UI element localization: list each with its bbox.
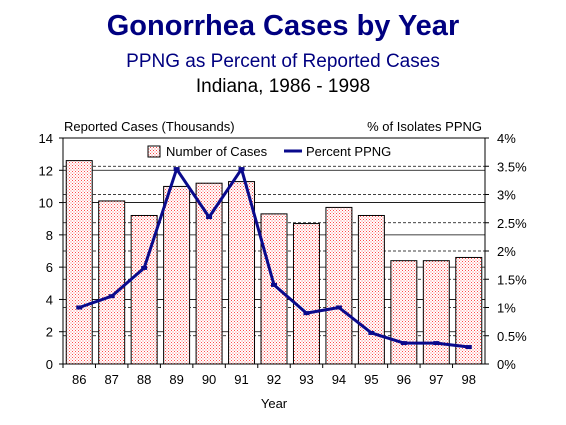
right-tick-label: 2.5% bbox=[497, 216, 527, 231]
left-tick-label: 10 bbox=[39, 196, 53, 211]
x-tick-label: 96 bbox=[397, 372, 411, 387]
bar-cases-97 bbox=[422, 260, 450, 365]
x-tick-label: 91 bbox=[234, 372, 248, 387]
bar-cases-92 bbox=[260, 213, 288, 365]
legend-label-cases: Number of Cases bbox=[166, 144, 268, 159]
x-tick-label: 87 bbox=[104, 372, 118, 387]
x-tick-label: 98 bbox=[462, 372, 476, 387]
left-axis-label: Reported Cases (Thousands) bbox=[64, 119, 235, 134]
legend: Number of Cases Percent PPNG bbox=[147, 144, 391, 159]
x-tick-label: 95 bbox=[364, 372, 378, 387]
bar-cases-96 bbox=[390, 260, 418, 365]
left-tick-label: 6 bbox=[46, 260, 53, 275]
bar-cases-91 bbox=[228, 181, 256, 365]
chart-subtitle: PPNG as Percent of Reported Cases bbox=[126, 51, 440, 72]
left-tick-label: 12 bbox=[39, 163, 53, 178]
chart-subtitle-location: Indiana, 1986 - 1998 bbox=[195, 76, 371, 97]
bar-cases-90 bbox=[195, 182, 223, 365]
legend-label-ppng: Percent PPNG bbox=[306, 144, 391, 159]
bar-series bbox=[65, 160, 483, 365]
x-axis-label: Year bbox=[261, 396, 288, 411]
right-tick-label: 3% bbox=[497, 188, 516, 203]
bar-cases-94 bbox=[325, 206, 353, 365]
x-axis: 86 87 88 89 90 91 92 93 94 95 96 97 98 bbox=[62, 364, 476, 387]
line-series bbox=[76, 167, 472, 350]
right-y-axis: 0% 0.5% 1% 1.5% 2% 2.5% 3% 3.5% 4% bbox=[485, 131, 527, 372]
right-tick-label: 1.5% bbox=[497, 272, 527, 287]
right-tick-label: 1% bbox=[497, 301, 516, 316]
bar-cases-93 bbox=[292, 223, 320, 365]
bar-cases-86 bbox=[65, 160, 93, 365]
x-tick-label: 97 bbox=[429, 372, 443, 387]
bar-cases-95 bbox=[357, 214, 385, 365]
left-tick-label: 0 bbox=[46, 357, 53, 372]
x-tick-label: 92 bbox=[267, 372, 281, 387]
x-tick-label: 94 bbox=[332, 372, 346, 387]
x-tick-label: 86 bbox=[72, 372, 86, 387]
right-axis-label: % of Isolates PPNG bbox=[367, 119, 482, 134]
x-tick-label: 93 bbox=[299, 372, 313, 387]
x-tick-label: 88 bbox=[137, 372, 151, 387]
left-tick-label: 8 bbox=[46, 228, 53, 243]
bar-cases-87 bbox=[98, 200, 126, 365]
bar-cases-89 bbox=[163, 185, 191, 365]
right-tick-label: 0% bbox=[497, 357, 516, 372]
left-tick-label: 2 bbox=[46, 325, 53, 340]
chart-title: Gonorrhea Cases by Year bbox=[106, 10, 460, 42]
x-tick-label: 90 bbox=[202, 372, 216, 387]
right-tick-label: 0.5% bbox=[497, 329, 527, 344]
right-tick-label: 3.5% bbox=[497, 159, 527, 174]
right-tick-label: 4% bbox=[497, 131, 516, 146]
x-tick-label: 89 bbox=[169, 372, 183, 387]
left-tick-label: 4 bbox=[46, 292, 53, 307]
left-y-axis: 0 2 4 6 8 10 12 14 bbox=[39, 131, 63, 372]
right-tick-label: 2% bbox=[497, 244, 516, 259]
left-tick-label: 14 bbox=[39, 131, 53, 146]
legend-swatch-cases bbox=[147, 145, 161, 158]
